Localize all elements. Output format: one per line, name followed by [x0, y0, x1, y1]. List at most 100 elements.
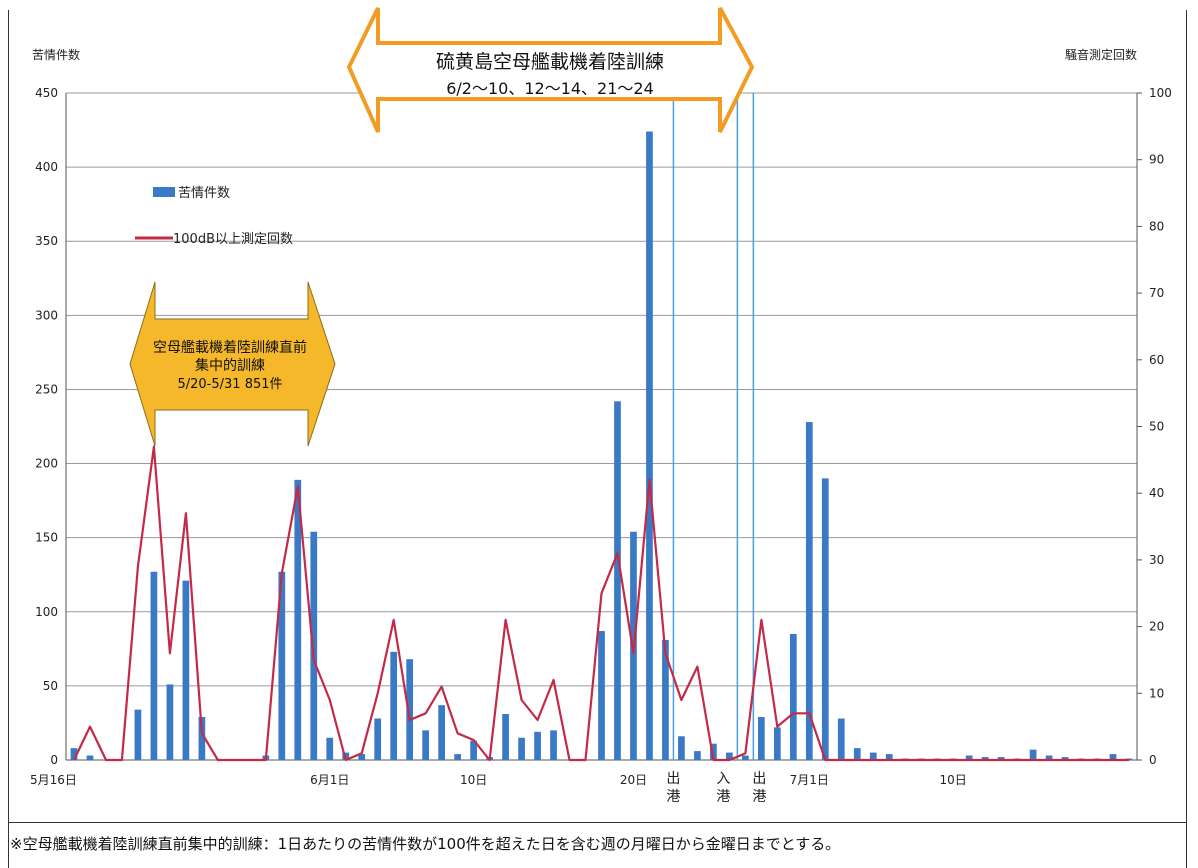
- right-axis-title: 騒音測定回数: [1065, 48, 1138, 62]
- right-tick-label: 20: [1149, 620, 1164, 634]
- left-banner-arrow: [129, 281, 336, 447]
- left-tick-label: 100: [35, 605, 58, 619]
- chart-svg: 0 50 100 150 200 250 300 350 400 450 0 10 20 30 40 50 60…: [30, 7, 1172, 805]
- complaint-bar: [678, 736, 685, 760]
- right-tick-label: 90: [1149, 153, 1164, 167]
- legend-bar-label: 苦情件数: [178, 185, 230, 201]
- port-markers: [672, 93, 755, 760]
- complaint-bar: [86, 755, 94, 760]
- complaint-bar: [518, 737, 525, 760]
- x-tick-label: 5月16日: [30, 773, 77, 787]
- complaint-bar: [134, 709, 142, 760]
- left-axis-title: 苦情件数: [32, 48, 81, 62]
- complaint-bar: [438, 705, 446, 760]
- x-tick-label: 7月1日: [790, 773, 829, 787]
- port-label: 港: [752, 789, 766, 805]
- frame-divider: [8, 822, 1187, 823]
- complaint-bar: [1045, 755, 1053, 760]
- complaint-bar: [166, 684, 174, 760]
- right-tick-label: 0: [1149, 753, 1157, 767]
- complaint-bar: [598, 631, 605, 760]
- legend: 苦情件数 100dB以上測定回数: [135, 185, 293, 247]
- right-tick-label: 10: [1149, 686, 1164, 700]
- x-tick-label: 6月1日: [310, 773, 349, 787]
- noise-line: [73, 445, 1129, 762]
- complaint-bar: [182, 580, 190, 760]
- port-label: 入: [716, 771, 730, 787]
- left-tick-label: 450: [35, 86, 58, 100]
- complaint-bar: [70, 748, 78, 760]
- top-banner-line1: 硫黄島空母艦載機着陸訓練: [436, 51, 664, 73]
- left-banner-line1: 空母艦載機着陸訓練直前: [153, 339, 307, 356]
- complaint-bar: [454, 754, 461, 760]
- legend-line-label: 100dB以上測定回数: [173, 232, 293, 247]
- complaint-bar: [1109, 754, 1117, 760]
- complaint-bar: [789, 634, 797, 760]
- left-tick-label: 350: [35, 234, 58, 248]
- complaint-bar: [358, 754, 366, 760]
- left-tick-label: 250: [35, 382, 58, 396]
- complaint-bar: [1029, 749, 1037, 760]
- noise-measurement-line: [73, 445, 1129, 762]
- complaint-bar: [853, 748, 861, 760]
- complaint-bar: [422, 730, 430, 760]
- left-tick-label: 50: [43, 679, 58, 693]
- right-tick-label: 80: [1149, 219, 1164, 233]
- banners: 硫黄島空母艦載機着陸訓練 6/2〜10、12〜14、21〜24 空母艦載機着陸訓練直…: [129, 7, 755, 447]
- complaint-bar: [150, 571, 158, 760]
- complaint-bar: [374, 718, 382, 760]
- x-tick-label: 20日: [620, 773, 647, 787]
- complaint-bar: [614, 401, 621, 760]
- frame-left: [8, 10, 9, 868]
- complaint-bar: [534, 731, 541, 760]
- complaint-bar: [1061, 757, 1069, 760]
- complaint-bar: [757, 717, 765, 760]
- complaint-bar: [198, 717, 206, 760]
- left-banner-line3: 5/20-5/31 851件: [177, 377, 282, 392]
- left-tick-label: 150: [35, 531, 58, 545]
- complaint-bar: [406, 659, 414, 760]
- top-banner-arrow: [346, 7, 755, 133]
- complaint-bar: [805, 422, 813, 760]
- port-label: 港: [666, 789, 680, 805]
- x-tick-label: 10日: [940, 773, 967, 787]
- right-tick-label: 40: [1149, 486, 1164, 500]
- complaint-bar: [390, 651, 398, 760]
- port-label: 出: [666, 771, 680, 787]
- complaint-bar: [294, 479, 302, 760]
- left-tick-label: 200: [35, 457, 58, 471]
- complaint-bar: [885, 754, 893, 760]
- left-tick-label: 300: [35, 308, 58, 322]
- top-banner-line2: 6/2〜10、12〜14、21〜24: [446, 79, 654, 98]
- complaint-bar: [694, 751, 701, 760]
- right-tick-label: 50: [1149, 420, 1164, 434]
- complaint-bar: [965, 755, 973, 760]
- left-tick-label: 400: [35, 160, 58, 174]
- complaint-bar: [869, 752, 877, 760]
- complaint-bar: [326, 737, 334, 760]
- right-tick-label: 100: [1149, 86, 1172, 100]
- complaint-bar: [837, 718, 845, 760]
- noise-complaint-chart: 0 50 100 150 200 250 300 350 400 450 0 10 20 30 40 50 60…: [30, 7, 1172, 805]
- right-tick-label: 30: [1149, 553, 1164, 567]
- complaint-bar: [502, 714, 509, 760]
- complaint-bar: [742, 755, 749, 760]
- port-label: 出: [752, 771, 766, 787]
- left-banner-line2: 集中的訓練: [195, 357, 265, 374]
- complaint-bar: [773, 727, 781, 760]
- complaint-bars: [70, 131, 1133, 760]
- axes: 0 50 100 150 200 250 300 350 400 450 0 10 20 30 40 50 60…: [30, 86, 1172, 805]
- left-tick-label: 0: [50, 753, 58, 767]
- x-tick-label: 10日: [460, 773, 487, 787]
- complaint-bar: [470, 740, 477, 760]
- complaint-bar: [726, 752, 733, 760]
- complaint-bar: [662, 639, 669, 760]
- complaint-bar: [1125, 758, 1133, 760]
- complaint-bar: [997, 757, 1005, 760]
- port-label: 港: [716, 789, 730, 805]
- complaint-bar: [550, 730, 557, 760]
- complaint-bar: [821, 478, 829, 760]
- complaint-bar: [310, 531, 318, 760]
- right-tick-label: 70: [1149, 286, 1164, 300]
- complaint-bar: [646, 131, 653, 760]
